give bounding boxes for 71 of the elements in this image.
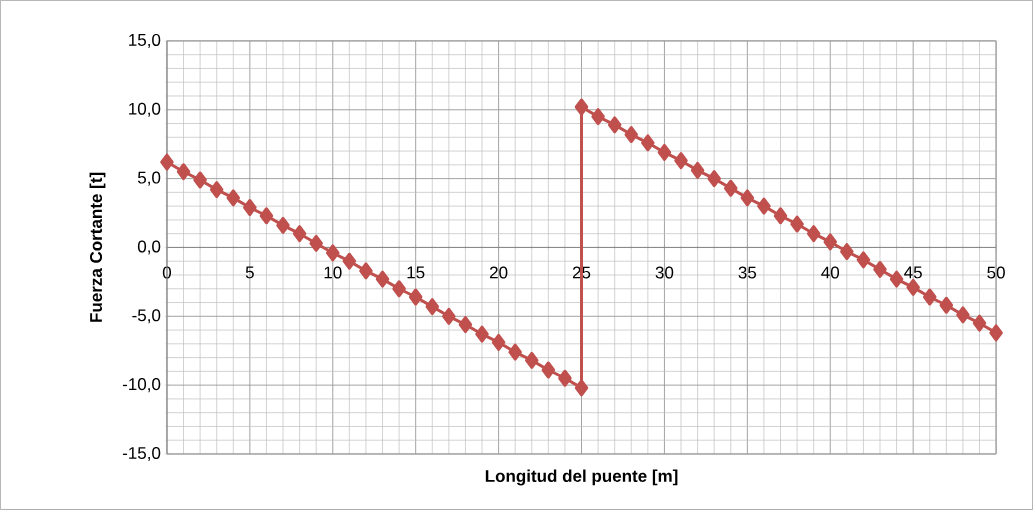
point <box>574 379 589 397</box>
x-tick-label: 40 <box>821 266 840 279</box>
point <box>309 234 323 252</box>
x-tick-label: 50 <box>987 266 1005 279</box>
point <box>359 262 373 280</box>
point <box>558 369 572 387</box>
point <box>408 288 423 306</box>
point <box>856 251 871 269</box>
point <box>243 199 257 217</box>
point <box>475 325 489 343</box>
point <box>425 298 440 316</box>
point <box>375 270 390 288</box>
y-tick-label: 10,0 <box>129 102 161 117</box>
point <box>326 244 340 262</box>
point <box>624 126 639 144</box>
y-tick-label: -10,0 <box>122 378 161 393</box>
x-tick-label: 0 <box>162 266 172 279</box>
point <box>724 179 738 197</box>
point <box>209 181 224 199</box>
point <box>193 171 207 189</box>
x-tick-label: 15 <box>407 266 425 279</box>
point <box>226 189 241 207</box>
point <box>442 307 456 325</box>
point <box>541 361 556 379</box>
point <box>873 261 887 279</box>
point <box>740 189 755 207</box>
point <box>574 98 589 116</box>
point <box>956 306 970 324</box>
point <box>889 270 904 288</box>
point <box>525 351 539 369</box>
point <box>989 324 1003 342</box>
point <box>757 197 771 215</box>
point <box>674 152 688 170</box>
point <box>972 314 987 332</box>
point <box>806 225 821 243</box>
point <box>508 343 522 361</box>
point <box>773 207 788 225</box>
point <box>823 233 838 251</box>
point <box>657 143 672 161</box>
y-tick-label: -5,0 <box>132 309 161 324</box>
point <box>690 161 705 179</box>
y-tick-label: -15,0 <box>122 447 161 462</box>
point <box>292 225 307 243</box>
point <box>276 216 290 234</box>
x-tick-label: 5 <box>245 266 254 279</box>
y-tick-label: 5,0 <box>137 171 161 186</box>
x-tick-label: 45 <box>904 266 922 279</box>
x-tick-label: 20 <box>490 266 508 279</box>
point <box>491 334 506 351</box>
x-axis-title: Longitud del puente [m] <box>485 469 678 486</box>
y-tick-label: 0,0 <box>137 240 161 255</box>
x-tick-label: 35 <box>738 266 757 279</box>
point <box>259 207 274 225</box>
point <box>392 280 406 298</box>
y-axis-title: Fuerza Cortante [t] <box>89 172 106 322</box>
point <box>641 134 655 152</box>
point <box>342 252 357 270</box>
point <box>707 170 721 188</box>
point <box>591 108 605 126</box>
point <box>790 215 804 233</box>
point <box>160 153 174 171</box>
point <box>607 116 622 134</box>
point <box>176 163 191 181</box>
point <box>939 296 954 314</box>
point <box>840 243 854 261</box>
x-tick-label: 10 <box>324 266 342 279</box>
point <box>906 278 920 296</box>
x-tick-label: 30 <box>655 266 674 279</box>
point <box>458 316 473 334</box>
point <box>923 288 937 306</box>
y-tick-label: 15,0 <box>129 33 161 48</box>
